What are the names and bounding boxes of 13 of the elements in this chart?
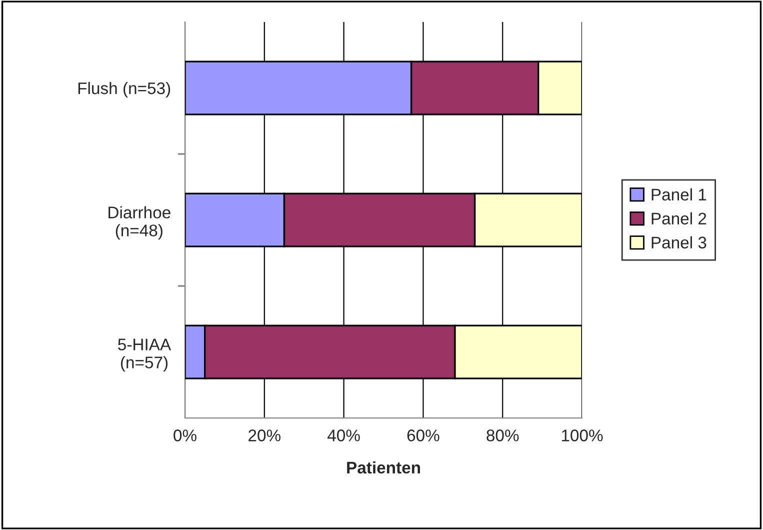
y-tick-label: 5-HIAA (n=57): [118, 338, 172, 372]
x-tick-label: 0%: [174, 430, 196, 442]
legend-label: Panel 2: [652, 212, 706, 225]
y-tick-label: Flush (n=53): [78, 82, 170, 98]
x-tick-label: 20%: [248, 430, 280, 442]
x-axis-title: Patienten: [347, 461, 420, 474]
x-tick-label: 80%: [486, 430, 519, 442]
legend-label: Panel 3: [652, 236, 706, 248]
y-tick-label: Diarrhoe (n=48): [108, 206, 170, 240]
legend-label: Panel 1: [652, 188, 706, 201]
x-tick-label: 40%: [328, 430, 360, 442]
x-tick-label: 100%: [562, 430, 603, 442]
x-tick-label: 60%: [407, 430, 440, 442]
